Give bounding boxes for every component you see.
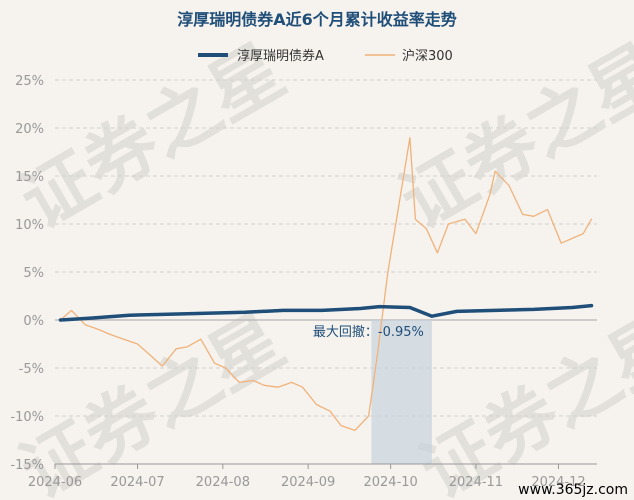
series-line-1	[59, 136, 593, 432]
x-tick-label-5: 2024-11	[449, 475, 503, 490]
y-tick-label-4: 5%	[23, 266, 44, 281]
legend-label-series-2: 沪深300	[402, 48, 453, 64]
y-tick-label-3: 10%	[15, 218, 44, 233]
watermark-text-4: 证券之星	[407, 298, 634, 500]
legend-label-series-1: 淳厚瑞明债券A	[237, 48, 324, 64]
x-tick-label-2: 2024-08	[196, 475, 250, 490]
y-tick-label-6: -5%	[19, 362, 44, 377]
drawdown-shade-0	[371, 320, 432, 464]
y-tick-label-7: -10%	[10, 410, 44, 425]
drawdown-shade-layer	[371, 320, 432, 464]
y-tick-label-2: 15%	[15, 170, 44, 185]
x-tick-label-6: 2024-12	[531, 475, 585, 490]
chart-title: 淳厚瑞明债券A近6个月累计收益率走势	[177, 10, 457, 29]
footer-site: www.365jz.com	[518, 482, 628, 498]
y-tick-label-0: 25%	[15, 74, 44, 89]
series-line-0	[58, 303, 594, 322]
annotation-layer: 最大回撤：-0.95%	[313, 324, 424, 340]
x-tick-label-0: 2024-06	[28, 475, 82, 490]
axes: 25% 20% 15% 10% 5% 0% -5% -10% -15% 2024-06 2024-0…	[10, 74, 597, 490]
y-tick-label-5: 0%	[23, 314, 44, 329]
x-tick-label-4: 2024-10	[363, 475, 417, 490]
watermark: 证券之星 证券之星 证券之星 证券之星	[7, 28, 634, 500]
x-tick-label-1: 2024-07	[110, 475, 164, 490]
series-layer	[58, 136, 594, 432]
x-tick-label-3: 2024-09	[281, 475, 335, 490]
drawdown-label-0: 最大回撤：-0.95%	[313, 324, 424, 340]
watermark-text-3: 证券之星	[7, 298, 298, 500]
y-tick-label-8: -15%	[10, 458, 44, 473]
legend: 淳厚瑞明债券A 沪深300	[198, 48, 453, 64]
y-tick-label-1: 20%	[15, 122, 44, 137]
